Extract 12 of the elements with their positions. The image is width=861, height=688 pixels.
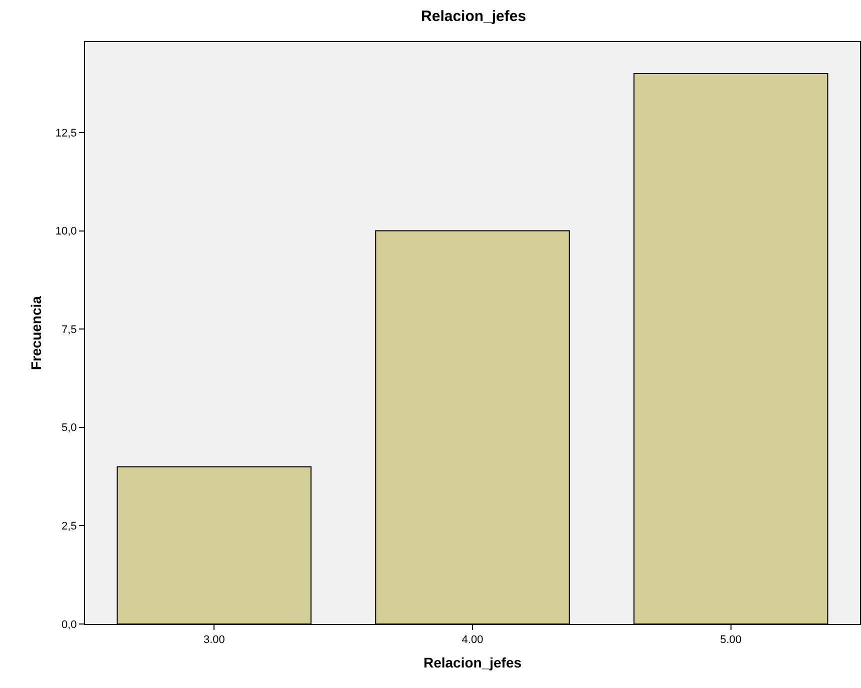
x-tick-label: 3.00 <box>203 634 225 646</box>
x-axis-title: Relacion_jefes <box>423 654 522 670</box>
x-tick-label: 4.00 <box>462 634 484 646</box>
y-tick-label: 2,5 <box>62 520 77 533</box>
y-tick-label: 0,0 <box>62 618 77 631</box>
y-tick-label: 10,0 <box>55 226 77 238</box>
y-tick-label: 5,0 <box>62 422 77 434</box>
x-tick-label: 5.00 <box>720 634 742 646</box>
y-tick-label: 12,5 <box>55 127 77 140</box>
chart-title: Relacion_jefes <box>421 8 526 25</box>
y-tick-label: 7,5 <box>62 324 77 336</box>
y-axis-title: Frecuencia <box>28 296 44 370</box>
